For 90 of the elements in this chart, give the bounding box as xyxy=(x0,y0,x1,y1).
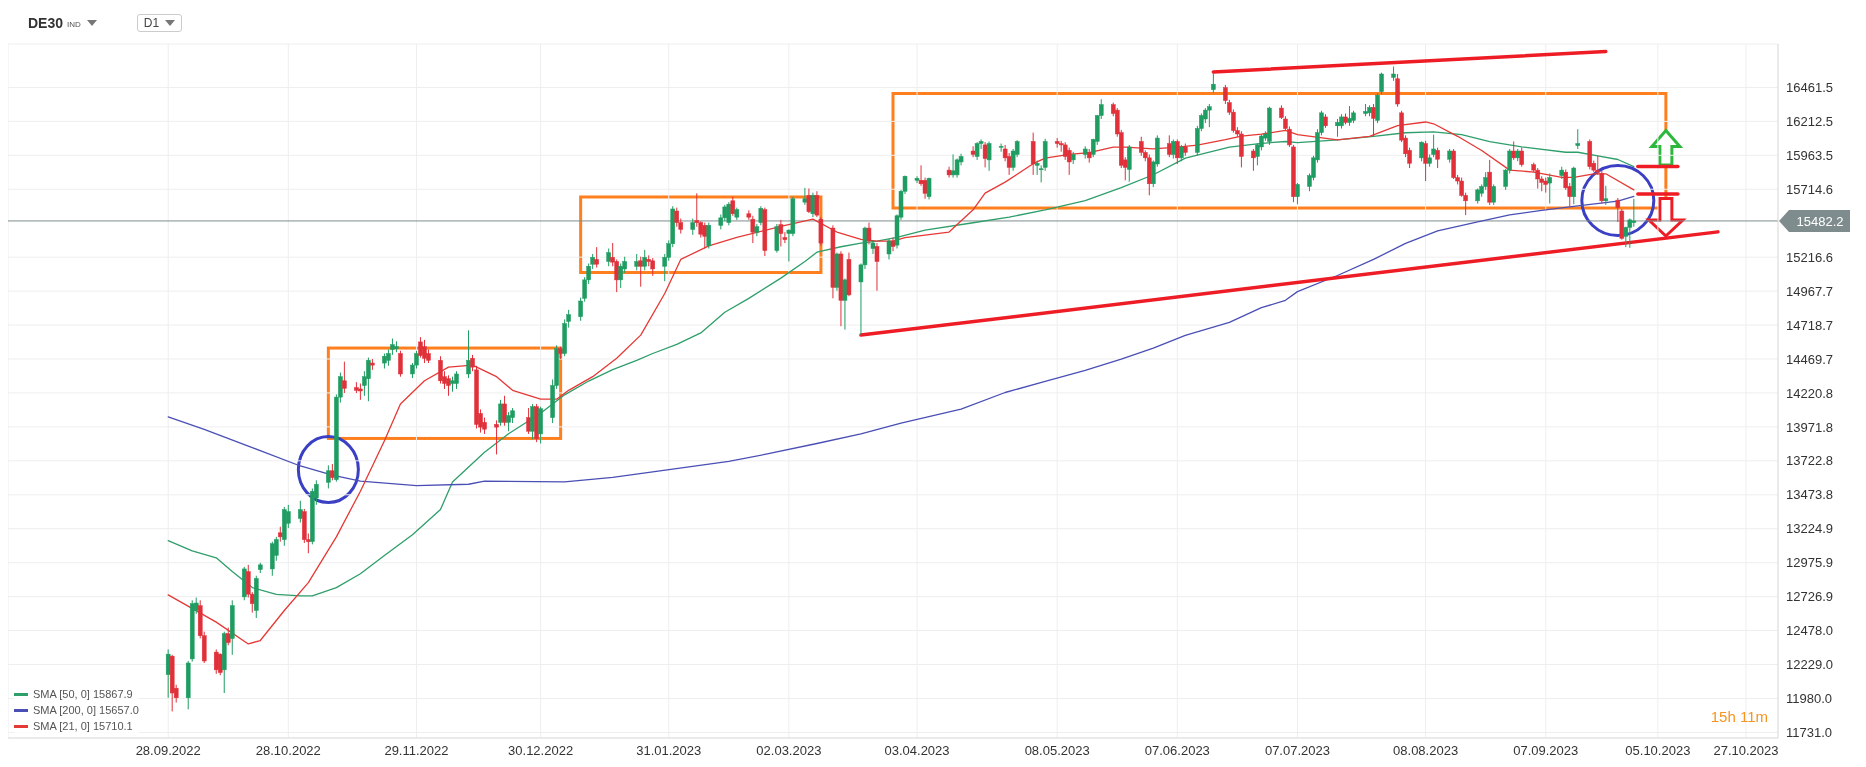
ref-line-label: 15482.2 xyxy=(1796,213,1844,229)
y-tick-label: 13722.8 xyxy=(1786,453,1833,469)
text: D1 xyxy=(136,14,183,32)
candlestick xyxy=(1491,183,1496,206)
candlestick xyxy=(1127,144,1132,183)
candlestick xyxy=(342,361,347,394)
candlestick xyxy=(1631,198,1637,228)
candlestick xyxy=(866,222,872,245)
y-tick-label: 11731.0 xyxy=(1786,725,1833,741)
x-tick-label: 31.01.2023 xyxy=(636,743,702,759)
candlestick xyxy=(982,141,988,168)
candlestick xyxy=(526,407,531,435)
candlestick xyxy=(642,249,647,271)
y-tick-label: 11980.0 xyxy=(1786,691,1833,707)
candlestick xyxy=(870,239,876,255)
candlestick xyxy=(217,652,223,676)
candlestick xyxy=(706,222,712,250)
x-tick-label: 07.09.2023 xyxy=(1513,743,1579,759)
candlestick xyxy=(1211,72,1216,94)
candlestick xyxy=(1295,182,1300,205)
candlestick xyxy=(506,411,511,432)
x-tick-label: 07.06.2023 xyxy=(1144,743,1210,759)
y-tick-label: 14469.7 xyxy=(1786,351,1833,367)
candlestick xyxy=(914,175,920,184)
annotation: 15h 11m xyxy=(1710,708,1768,725)
candlestick xyxy=(1239,130,1244,168)
x-tick-label: 27.10.2023 xyxy=(1713,743,1779,759)
y-tick-label: 12229.0 xyxy=(1786,657,1833,673)
y-tick-label: 12478.0 xyxy=(1786,623,1833,639)
x-tick-label: 02.03.2023 xyxy=(756,743,822,759)
x-tick-label: 03.04.2023 xyxy=(884,743,950,759)
x-tick-label: 07.07.2023 xyxy=(1264,743,1330,759)
candlestick xyxy=(165,648,171,699)
candlestick xyxy=(1435,147,1440,169)
candlestick xyxy=(502,395,507,427)
y-tick-label: 14967.7 xyxy=(1786,283,1833,299)
candlestick xyxy=(774,223,780,254)
legend-label: SMA [21, 0] 15710.1 xyxy=(33,719,133,734)
candlestick xyxy=(730,196,736,217)
candlestick xyxy=(970,145,976,158)
candlestick xyxy=(1251,148,1256,172)
x-tick-label: 29.11.2022 xyxy=(384,743,449,759)
candlestick xyxy=(1423,140,1428,182)
candlestick xyxy=(298,500,303,524)
candlestick xyxy=(818,216,824,247)
candlestick xyxy=(802,187,808,206)
candlestick xyxy=(778,219,784,247)
y-tick-label: 16461.5 xyxy=(1786,80,1833,96)
candlestick xyxy=(1535,167,1540,190)
candlestick xyxy=(494,419,499,455)
candlestick xyxy=(814,190,820,218)
candlestick xyxy=(998,143,1004,153)
line-series xyxy=(167,195,1635,487)
y-tick-label: 14220.8 xyxy=(1786,385,1833,401)
candlestick xyxy=(1603,185,1609,206)
candlestick xyxy=(1139,136,1144,157)
y-tick-label: 13473.8 xyxy=(1786,487,1833,503)
legend-label: SMA [50, 0] 15867.9 xyxy=(33,687,133,702)
y-tick-label: 15714.6 xyxy=(1786,181,1833,197)
y-tick-label: 13224.9 xyxy=(1786,521,1833,537)
candlestick xyxy=(758,205,764,226)
candlestick xyxy=(638,256,643,288)
text: IND xyxy=(67,20,81,29)
x-tick-label: 08.05.2023 xyxy=(1024,743,1090,759)
y-tick-label: 16212.5 xyxy=(1786,113,1833,129)
candlestick xyxy=(1575,128,1581,150)
y-tick-label: 14718.7 xyxy=(1786,317,1833,333)
text: DE30 xyxy=(28,15,64,31)
candlestick xyxy=(842,278,848,331)
y-tick-label: 15963.5 xyxy=(1786,147,1833,163)
candlestick xyxy=(418,336,423,359)
candlestick xyxy=(398,350,403,378)
y-tick-label: 15216.6 xyxy=(1786,249,1833,265)
y-tick-label: 12975.9 xyxy=(1786,555,1833,571)
candlestick xyxy=(213,648,219,675)
candlestick xyxy=(1171,138,1176,160)
x-tick-label: 05.10.2023 xyxy=(1625,743,1691,759)
candlestick xyxy=(498,399,503,427)
candlestick xyxy=(1511,140,1516,161)
candlestick xyxy=(1207,103,1212,128)
x-tick-label: 28.10.2022 xyxy=(255,743,321,759)
candlestick xyxy=(1167,134,1172,158)
candlestick xyxy=(874,242,880,292)
x-tick-label: 08.08.2023 xyxy=(1393,743,1459,759)
x-tick-label: 28.09.2022 xyxy=(135,743,201,759)
x-tick-label: 30.12.2022 xyxy=(508,743,574,759)
y-tick-label: 12726.9 xyxy=(1786,589,1833,605)
legend-label: SMA [200, 0] 15657.0 xyxy=(33,703,139,718)
candlestick xyxy=(986,140,992,172)
y-tick-label: 13971.8 xyxy=(1786,419,1833,435)
